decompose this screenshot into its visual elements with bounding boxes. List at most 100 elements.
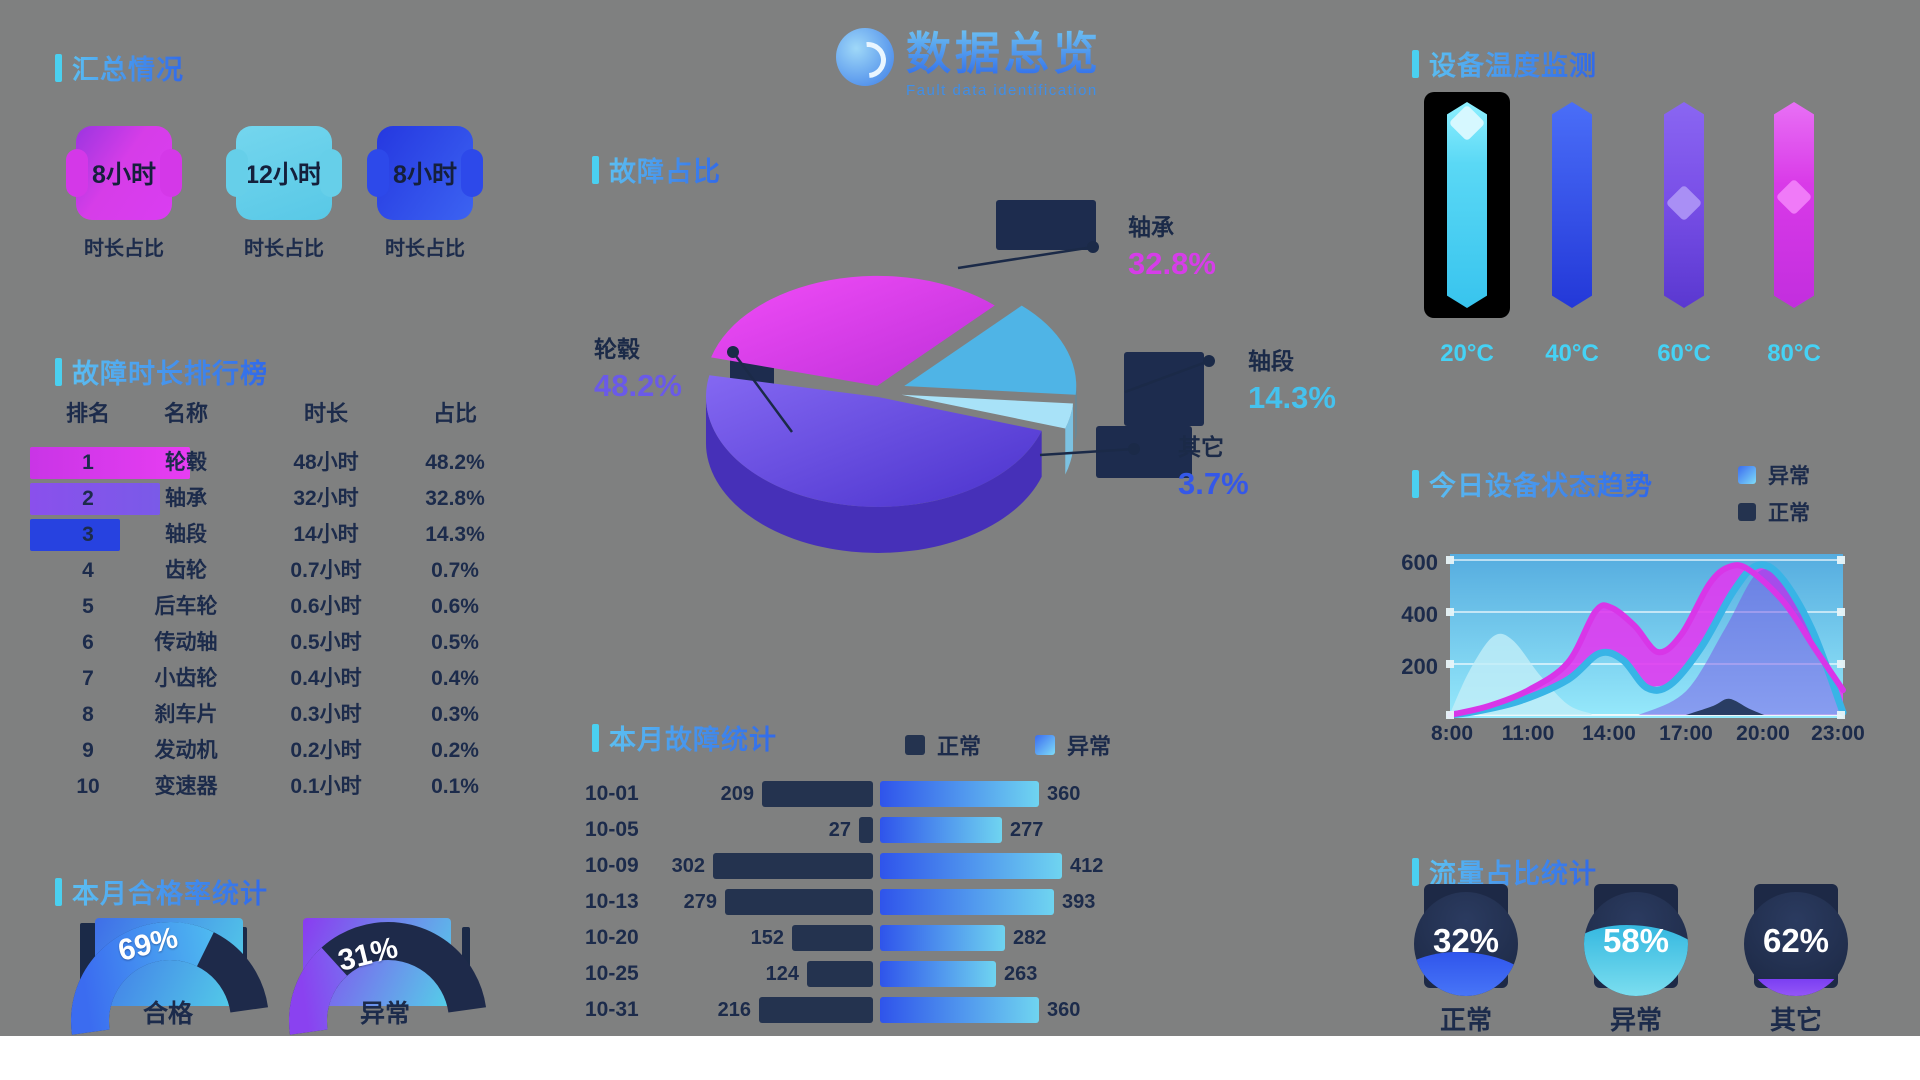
temp-bar-40°C[interactable] <box>1552 102 1592 308</box>
tornado-date: 10-20 <box>585 926 639 949</box>
axis-tick-square <box>1446 608 1454 616</box>
overview-badge: 12小时 <box>226 126 342 220</box>
title-tick-icon <box>1412 49 1419 78</box>
pie-slice-轴承[interactable] <box>711 275 995 386</box>
tornado-row[interactable]: 10-01 209 360 <box>585 776 1305 812</box>
tornado-row[interactable]: 10-20 152 282 <box>585 920 1305 956</box>
normal-value: 216 <box>717 999 751 1021</box>
table-cell: 8 <box>82 703 94 726</box>
abnormal-bar[interactable] <box>880 817 1002 843</box>
liquid-label: 正常 <box>1439 1005 1492 1035</box>
pie-deco-box <box>996 200 1096 250</box>
liquid-label: 其它 <box>1769 1005 1822 1035</box>
tornado-date: 10-01 <box>585 782 639 805</box>
table-row[interactable]: 3 轴段 14小时 14.3% <box>30 517 540 553</box>
normal-bar[interactable] <box>792 925 873 951</box>
abnormal-value: 393 <box>1062 891 1096 913</box>
pie-slice-轮毂[interactable] <box>705 375 1042 507</box>
tornado-date: 10-31 <box>585 998 639 1021</box>
table-cell: 0.1小时 <box>290 775 362 798</box>
axis-tick-square <box>1446 711 1454 719</box>
abnormal-value: 360 <box>1047 999 1081 1021</box>
liquid-fill <box>1584 925 1688 996</box>
rank-highlight-bar <box>30 483 160 515</box>
table-cell: 0.7小时 <box>290 559 362 582</box>
temp-bar-80°C[interactable] <box>1774 102 1814 308</box>
normal-bar[interactable] <box>859 817 873 843</box>
liquid-fill <box>1414 952 1518 996</box>
table-row[interactable]: 6 传动轴 0.5小时 0.5% <box>30 625 540 661</box>
gauge-chart-fail[interactable] <box>278 903 498 1038</box>
table-row[interactable]: 8 刹车片 0.3小时 0.3% <box>30 697 540 733</box>
table-cell: 10 <box>76 775 100 798</box>
table-cell: 9 <box>82 739 94 762</box>
liquid-ball[interactable] <box>1744 892 1848 996</box>
abnormal-bar[interactable] <box>880 889 1054 915</box>
table-cell: 2 <box>82 487 94 510</box>
abnormal-bar[interactable] <box>880 997 1039 1023</box>
abnormal-value: 263 <box>1004 963 1038 985</box>
pie-slice-其它[interactable] <box>901 394 1074 429</box>
table-row[interactable]: 5 后车轮 0.6小时 0.6% <box>30 589 540 625</box>
trend-legend-normal[interactable]: 正常 <box>1738 497 1810 527</box>
temp-bar-60°C[interactable] <box>1664 102 1704 308</box>
trend-x-tick: 11:00 <box>1501 722 1555 745</box>
trend-x-tick: 20:00 <box>1736 722 1790 745</box>
abnormal-bar[interactable] <box>880 925 1005 951</box>
legend-normal[interactable]: 正常 <box>905 729 981 761</box>
title-tick-icon <box>1412 469 1419 498</box>
legend-swatch-icon <box>905 735 925 755</box>
table-cell: 刹车片 <box>154 703 218 726</box>
normal-bar[interactable] <box>762 781 873 807</box>
table-cell: 0.5小时 <box>290 631 362 654</box>
normal-bar[interactable] <box>759 997 873 1023</box>
table-row[interactable]: 4 齿轮 0.7小时 0.7% <box>30 553 540 589</box>
table-row[interactable]: 10 变速器 0.1小时 0.1% <box>30 769 540 805</box>
trend-x-tick: 8:00 <box>1430 722 1474 745</box>
tornado-row[interactable]: 10-25 124 263 <box>585 956 1305 992</box>
table-row[interactable]: 2 轴承 32小时 32.8% <box>30 481 540 517</box>
abnormal-bar[interactable] <box>880 853 1062 879</box>
normal-value: 27 <box>828 819 851 841</box>
abnormal-bar[interactable] <box>880 781 1039 807</box>
tornado-row[interactable]: 10-09 302 412 <box>585 848 1305 884</box>
axis-tick-square <box>1837 660 1845 668</box>
pie-callout-line <box>957 245 1094 270</box>
table-row[interactable]: 9 发动机 0.2小时 0.2% <box>30 733 540 769</box>
section-title-gauges: 本月合格率统计 <box>55 870 274 913</box>
temp-label: 20°C <box>1440 340 1494 367</box>
tornado-date: 10-09 <box>585 854 639 877</box>
abnormal-value: 360 <box>1047 783 1081 805</box>
gauge-label: 异常 <box>359 1000 410 1028</box>
rank-highlight-bar <box>30 447 190 479</box>
trend-legend-abnormal[interactable]: 异常 <box>1738 460 1810 490</box>
temp-bar-20°C[interactable] <box>1447 102 1487 308</box>
table-cell: 5 <box>82 595 94 618</box>
tornado-row[interactable]: 10-13 279 393 <box>585 884 1305 920</box>
pie-callout-dot <box>1128 443 1140 455</box>
axis-tick-square <box>1837 711 1845 719</box>
pie-slice-轴段[interactable] <box>904 305 1077 395</box>
table-cell: 3 <box>82 523 94 546</box>
axis-tick-square <box>1837 556 1845 564</box>
trend-x-tick: 17:00 <box>1659 722 1713 745</box>
tornado-date: 10-13 <box>585 890 639 913</box>
table-header: 排名 <box>65 401 110 426</box>
liquid-ball[interactable] <box>1414 892 1518 996</box>
normal-bar[interactable] <box>725 889 873 915</box>
tornado-row[interactable]: 10-05 27 277 <box>585 812 1305 848</box>
pie-label-other: 其它 3.7% <box>1178 434 1249 501</box>
title-tick-icon <box>592 155 599 184</box>
liquid-ball[interactable] <box>1584 892 1688 996</box>
normal-bar[interactable] <box>713 853 873 879</box>
table-row[interactable]: 7 小齿轮 0.4小时 0.4% <box>30 661 540 697</box>
abnormal-bar[interactable] <box>880 961 996 987</box>
legend-abnormal[interactable]: 异常 <box>1035 729 1111 761</box>
normal-value: 209 <box>720 783 754 805</box>
gauge-chart-pass[interactable] <box>60 903 280 1038</box>
table-row[interactable]: 1 轮毂 48小时 48.2% <box>30 445 540 481</box>
table-cell: 后车轮 <box>154 595 218 618</box>
normal-bar[interactable] <box>807 961 873 987</box>
tornado-row[interactable]: 10-31 216 360 <box>585 992 1305 1028</box>
trend-area-chart <box>1446 554 1847 719</box>
